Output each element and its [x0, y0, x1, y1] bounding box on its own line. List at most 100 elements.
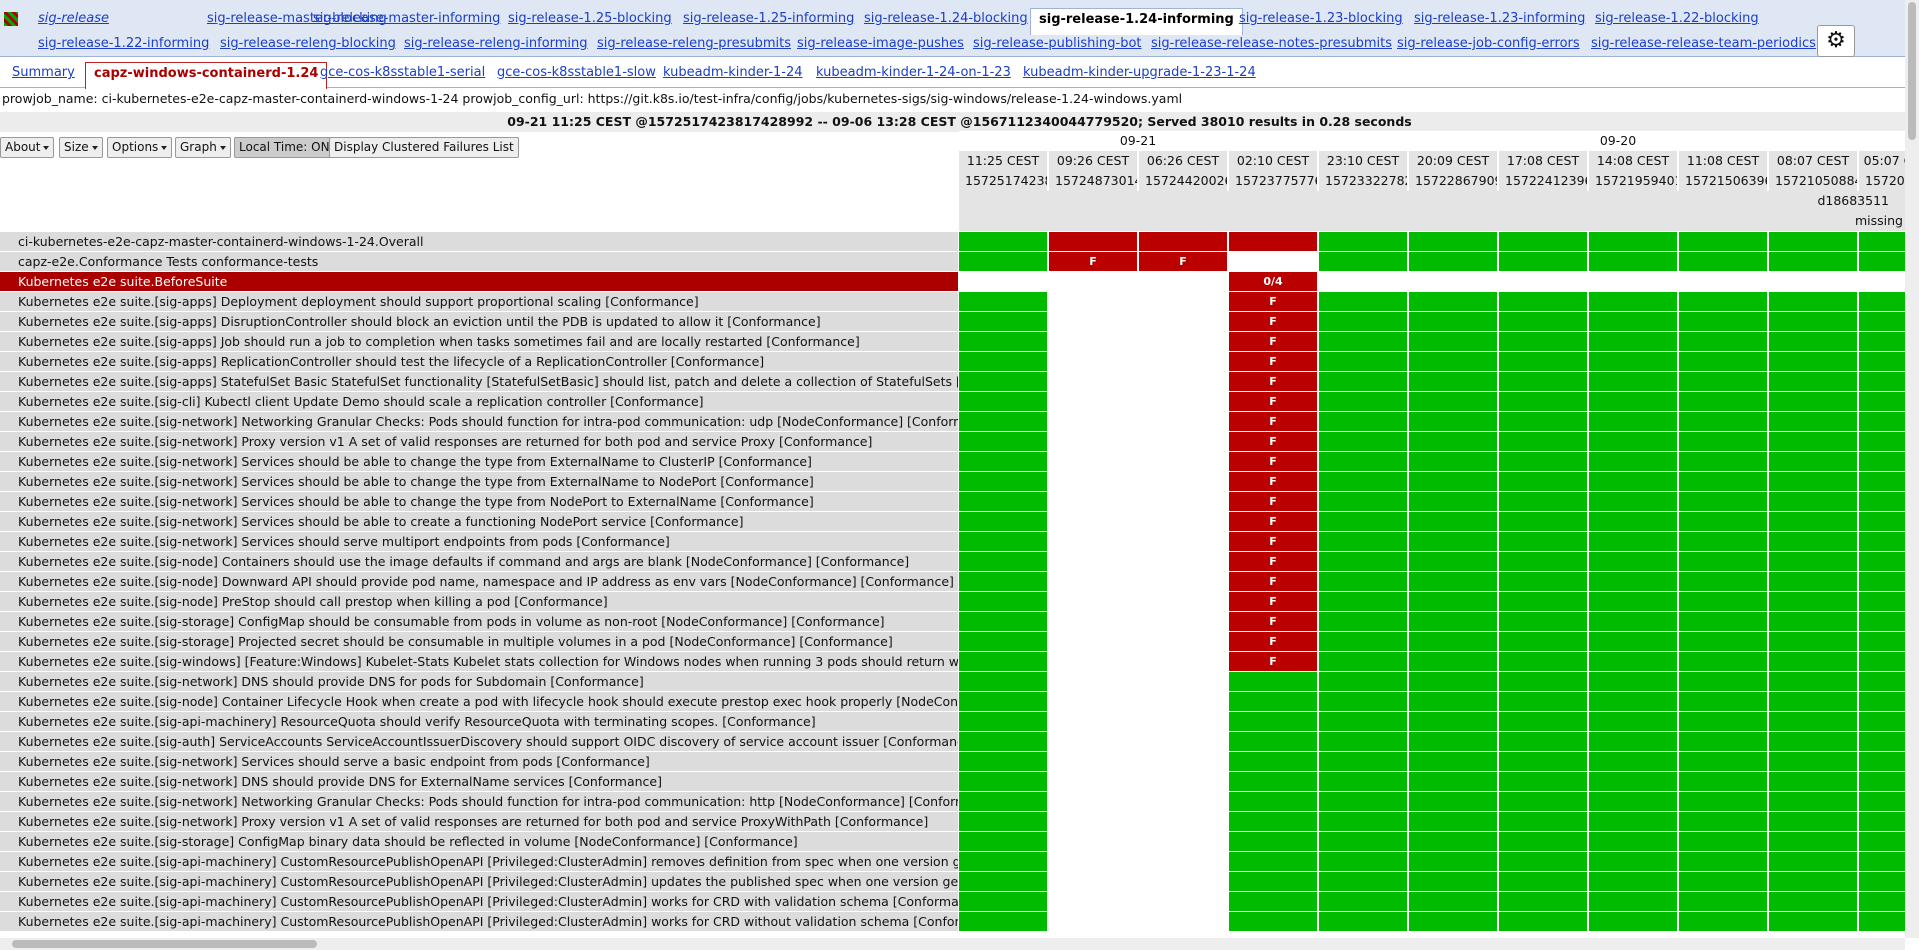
- pass-cell[interactable]: [1409, 772, 1497, 791]
- test-name[interactable]: Kubernetes e2e suite.[sig-network] Proxy…: [0, 812, 958, 831]
- empty-cell[interactable]: [1049, 712, 1137, 731]
- pass-cell[interactable]: [1589, 372, 1677, 391]
- empty-cell[interactable]: [1139, 332, 1227, 351]
- pass-cell[interactable]: [1409, 252, 1497, 271]
- pass-cell[interactable]: [1769, 432, 1857, 451]
- pass-cell[interactable]: [1229, 792, 1317, 811]
- empty-cell[interactable]: [1139, 432, 1227, 451]
- empty-cell[interactable]: [1049, 832, 1137, 851]
- pass-cell[interactable]: [1409, 632, 1497, 651]
- pass-cell[interactable]: [1319, 652, 1407, 671]
- pass-cell[interactable]: [1319, 532, 1407, 551]
- pass-cell[interactable]: [1589, 872, 1677, 891]
- pass-cell[interactable]: [1499, 672, 1587, 691]
- pass-cell[interactable]: [1859, 512, 1905, 531]
- pass-cell[interactable]: [1769, 352, 1857, 371]
- empty-cell[interactable]: [1319, 272, 1407, 291]
- pass-cell[interactable]: [1679, 812, 1767, 831]
- pass-cell[interactable]: [1859, 472, 1905, 491]
- empty-cell[interactable]: [1139, 892, 1227, 911]
- pass-cell[interactable]: [959, 792, 1047, 811]
- pass-cell[interactable]: [1499, 312, 1587, 331]
- empty-cell[interactable]: [1049, 492, 1137, 511]
- test-name[interactable]: Kubernetes e2e suite.[sig-network] Servi…: [0, 472, 958, 491]
- pass-cell[interactable]: [1679, 472, 1767, 491]
- pass-cell[interactable]: [1679, 572, 1767, 591]
- pass-cell[interactable]: [959, 732, 1047, 751]
- pass-cell[interactable]: [1589, 412, 1677, 431]
- test-name[interactable]: Kubernetes e2e suite.[sig-network] Servi…: [0, 512, 958, 531]
- empty-cell[interactable]: [1049, 752, 1137, 771]
- pass-cell[interactable]: [959, 852, 1047, 871]
- build-id-link[interactable]: 1572377577650: [1229, 171, 1319, 191]
- dashboard-link-sig-release-1.25-informing[interactable]: sig-release-1.25-informing: [683, 11, 855, 26]
- pass-cell[interactable]: [1229, 892, 1317, 911]
- pass-cell[interactable]: [1319, 792, 1407, 811]
- pass-cell[interactable]: [1409, 572, 1497, 591]
- pass-cell[interactable]: [1589, 612, 1677, 631]
- pass-cell[interactable]: [1859, 732, 1905, 751]
- horizontal-scrollbar[interactable]: [0, 938, 1905, 950]
- empty-cell[interactable]: [1139, 472, 1227, 491]
- dashboard-link-sig-release[interactable]: sig-release: [38, 11, 110, 26]
- pass-cell[interactable]: [959, 492, 1047, 511]
- pass-cell[interactable]: [1319, 852, 1407, 871]
- pass-cell[interactable]: [1769, 332, 1857, 351]
- pass-cell[interactable]: [1319, 752, 1407, 771]
- pass-cell[interactable]: [1769, 792, 1857, 811]
- empty-cell[interactable]: [1049, 552, 1137, 571]
- empty-cell[interactable]: [1049, 812, 1137, 831]
- pass-cell[interactable]: [1859, 232, 1905, 251]
- pass-cell[interactable]: [959, 232, 1047, 251]
- pass-cell[interactable]: [1319, 512, 1407, 531]
- pass-cell[interactable]: [1589, 232, 1677, 251]
- test-name[interactable]: Kubernetes e2e suite.[sig-windows] [Feat…: [0, 652, 958, 671]
- pass-cell[interactable]: [1319, 472, 1407, 491]
- empty-cell[interactable]: [1049, 372, 1137, 391]
- empty-cell[interactable]: [1049, 472, 1137, 491]
- tab-gce-cos-k8sstable1-slow[interactable]: gce-cos-k8sstable1-slow: [497, 65, 656, 80]
- test-name[interactable]: Kubernetes e2e suite.[sig-network] DNS s…: [0, 672, 958, 691]
- fail-cell[interactable]: F: [1229, 592, 1317, 611]
- pass-cell[interactable]: [959, 292, 1047, 311]
- pass-cell[interactable]: [1319, 712, 1407, 731]
- pass-cell[interactable]: [1769, 472, 1857, 491]
- build-id-link[interactable]: 1572332278293: [1319, 171, 1409, 191]
- pass-cell[interactable]: [1589, 732, 1677, 751]
- pass-cell[interactable]: [1589, 632, 1677, 651]
- fail-cell[interactable]: [1139, 232, 1227, 251]
- pass-cell[interactable]: [1769, 872, 1857, 891]
- dashboard-link-sig-release-job-config-errors[interactable]: sig-release-job-config-errors: [1397, 36, 1580, 51]
- fail-cell[interactable]: F: [1229, 532, 1317, 551]
- empty-cell[interactable]: [1049, 392, 1137, 411]
- pass-cell[interactable]: [1229, 732, 1317, 751]
- pass-cell[interactable]: [1679, 292, 1767, 311]
- empty-cell[interactable]: [1049, 872, 1137, 891]
- pass-cell[interactable]: [1409, 352, 1497, 371]
- pass-cell[interactable]: [959, 372, 1047, 391]
- pass-cell[interactable]: [1499, 352, 1587, 371]
- pass-cell[interactable]: [1409, 832, 1497, 851]
- empty-cell[interactable]: [1139, 492, 1227, 511]
- pass-cell[interactable]: [1859, 852, 1905, 871]
- build-id-link[interactable]: 1572487301491: [1049, 171, 1139, 191]
- pass-cell[interactable]: [1859, 712, 1905, 731]
- pass-cell[interactable]: [1679, 892, 1767, 911]
- pass-cell[interactable]: [1409, 672, 1497, 691]
- empty-cell[interactable]: [1139, 572, 1227, 591]
- pass-cell[interactable]: [1859, 772, 1905, 791]
- pass-cell[interactable]: [1859, 752, 1905, 771]
- pass-cell[interactable]: [1409, 792, 1497, 811]
- pass-cell[interactable]: [1679, 712, 1767, 731]
- pass-cell[interactable]: [1409, 612, 1497, 631]
- pass-cell[interactable]: [1319, 372, 1407, 391]
- pass-cell[interactable]: [1679, 632, 1767, 651]
- fail-cell[interactable]: F: [1229, 292, 1317, 311]
- empty-cell[interactable]: [1409, 272, 1497, 291]
- pass-cell[interactable]: [1859, 312, 1905, 331]
- test-name[interactable]: ci-kubernetes-e2e-capz-master-containerd…: [0, 232, 958, 251]
- pass-cell[interactable]: [1499, 532, 1587, 551]
- fail-cell[interactable]: F: [1139, 252, 1227, 271]
- pass-cell[interactable]: [1859, 452, 1905, 471]
- empty-cell[interactable]: [1139, 452, 1227, 471]
